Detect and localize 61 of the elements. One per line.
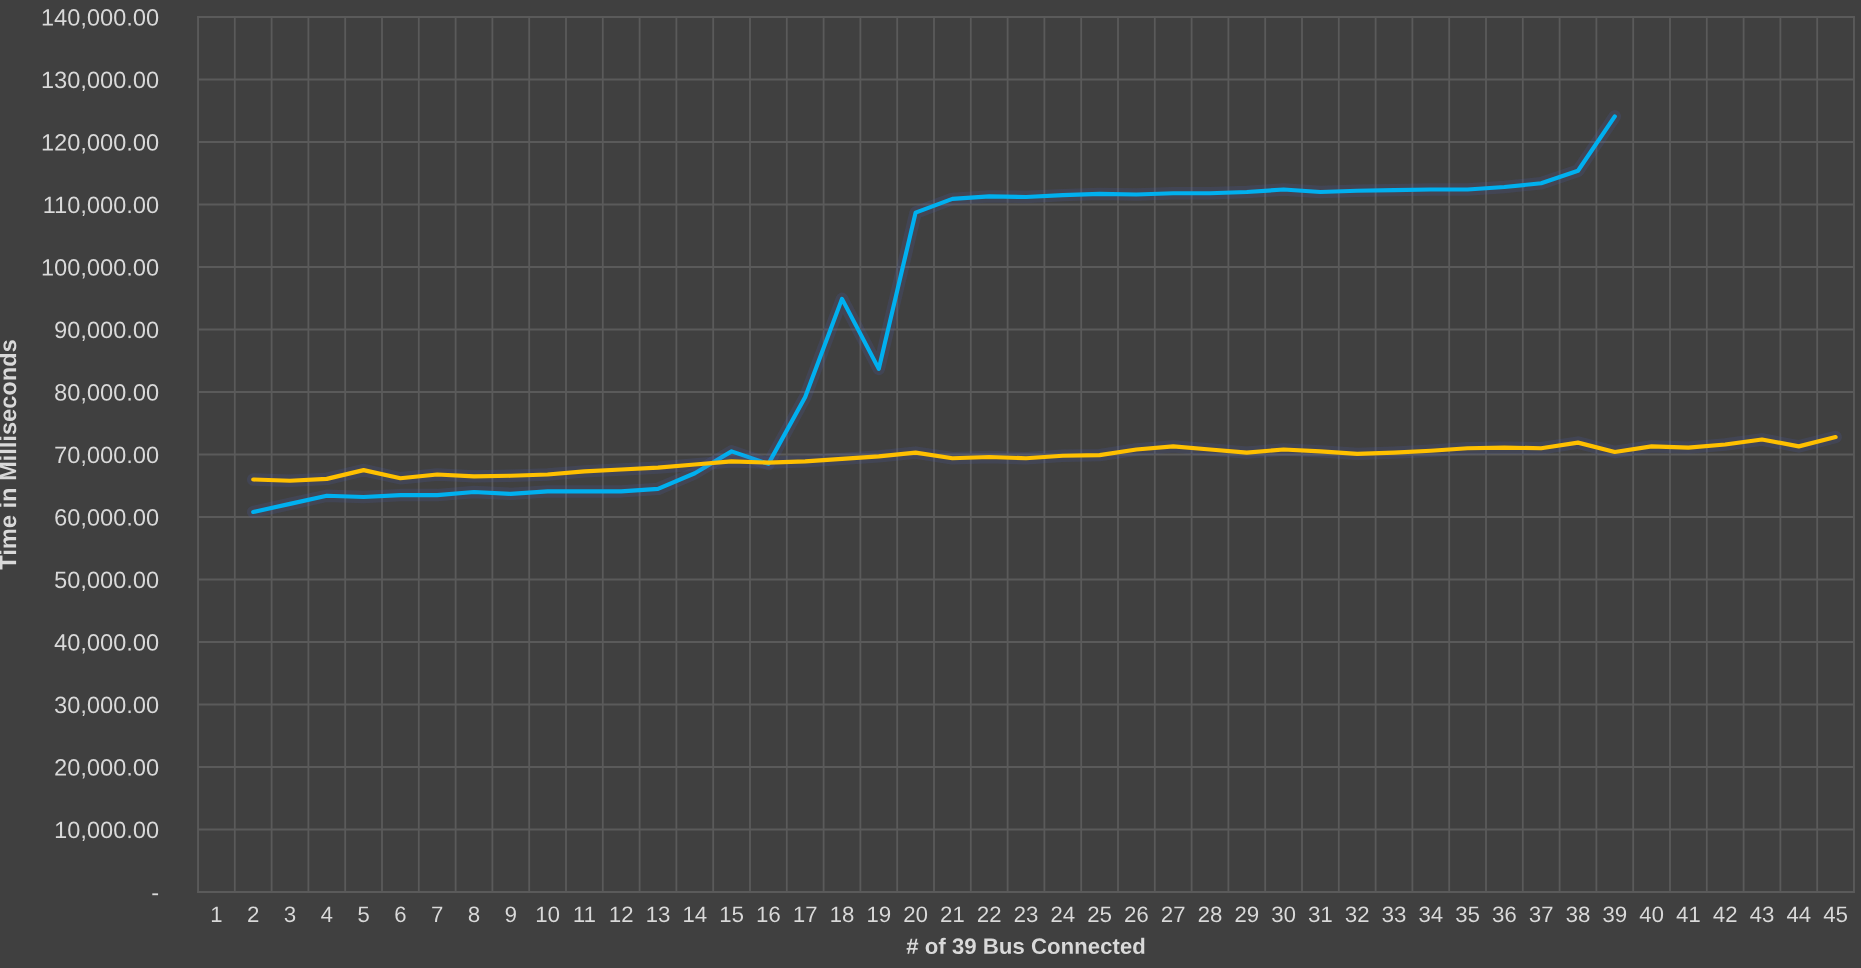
y-tick-label: 30,000.00 <box>54 696 159 717</box>
x-tick-label: 40 <box>1639 906 1664 923</box>
x-tick-label: 45 <box>1823 906 1848 923</box>
y-tick-label: 50,000.00 <box>55 571 159 592</box>
y-tick-label: 90,000.00 <box>55 321 159 342</box>
x-tick-label: 35 <box>1456 906 1480 923</box>
x-tick-label: 7 <box>432 906 443 922</box>
x-tick-label: 1 <box>211 906 222 922</box>
x-tick-label: 39 <box>1603 906 1627 923</box>
x-tick-label: 4 <box>321 906 333 922</box>
x-tick-label: 9 <box>505 906 516 923</box>
x-axis-title: # of 39 Bus Connected <box>906 937 1145 955</box>
y-tick-label: 20,000.00 <box>55 759 159 779</box>
y-tick-label: 80,000.00 <box>55 384 159 404</box>
x-tick-label: 31 <box>1308 906 1332 923</box>
x-tick-label: 41 <box>1676 906 1700 922</box>
x-tick-label: 2 <box>248 906 259 922</box>
x-tick-label: 24 <box>1051 906 1075 922</box>
x-tick-label: 11 <box>574 906 595 922</box>
x-tick-label: 27 <box>1161 906 1185 922</box>
x-tick-label: 16 <box>757 906 780 923</box>
x-tick-label: 43 <box>1750 906 1774 923</box>
x-tick-label: 12 <box>610 906 633 922</box>
x-tick-label: 36 <box>1492 906 1516 923</box>
x-tick-label: 14 <box>684 906 707 922</box>
y-tick-label: - <box>152 893 159 896</box>
x-tick-label: 19 <box>868 906 891 923</box>
x-tick-label: 34 <box>1419 906 1443 923</box>
x-tick-label: 26 <box>1125 906 1148 923</box>
x-tick-label: 32 <box>1345 906 1369 923</box>
x-tick-label: 13 <box>647 906 670 923</box>
x-tick-label: 28 <box>1198 906 1222 923</box>
y-tick-label: 10,000.00 <box>55 821 159 842</box>
x-tick-label: 42 <box>1713 906 1737 922</box>
x-tick-label: 38 <box>1566 906 1590 923</box>
y-tick-label: 120,000.00 <box>42 134 159 154</box>
y-tick-label: 130,000.00 <box>42 71 159 92</box>
y-tick-label: 60,000.00 <box>55 509 159 529</box>
x-tick-label: 18 <box>831 906 854 923</box>
x-tick-label: 21 <box>941 906 964 922</box>
x-tick-label: 5 <box>358 906 369 923</box>
x-tick-label: 8 <box>468 906 480 923</box>
x-tick-label: 37 <box>1529 906 1553 923</box>
y-tick-label: 140,000.00 <box>42 9 159 29</box>
x-tick-label: 44 <box>1786 906 1811 922</box>
y-tick-label: 40,000.00 <box>54 634 159 654</box>
x-tick-label: 33 <box>1382 906 1406 923</box>
x-tick-label: 3 <box>284 906 296 923</box>
x-tick-label: 10 <box>536 906 560 923</box>
x-tick-label: 29 <box>1235 906 1259 923</box>
y-tick-label: 70,000.00 <box>55 446 159 467</box>
y-tick-label: 110,000.00 <box>44 196 159 217</box>
x-tick-label: 30 <box>1272 906 1296 923</box>
x-tick-label: 20 <box>904 906 928 923</box>
x-tick-label: 22 <box>977 906 1001 922</box>
x-tick-label: 17 <box>794 906 817 922</box>
x-tick-label: 25 <box>1088 906 1112 923</box>
x-tick-label: 23 <box>1014 906 1038 923</box>
x-tick-label: 6 <box>395 906 406 923</box>
x-tick-label: 15 <box>720 906 744 923</box>
y-tick-label: 100,000.00 <box>42 259 159 279</box>
